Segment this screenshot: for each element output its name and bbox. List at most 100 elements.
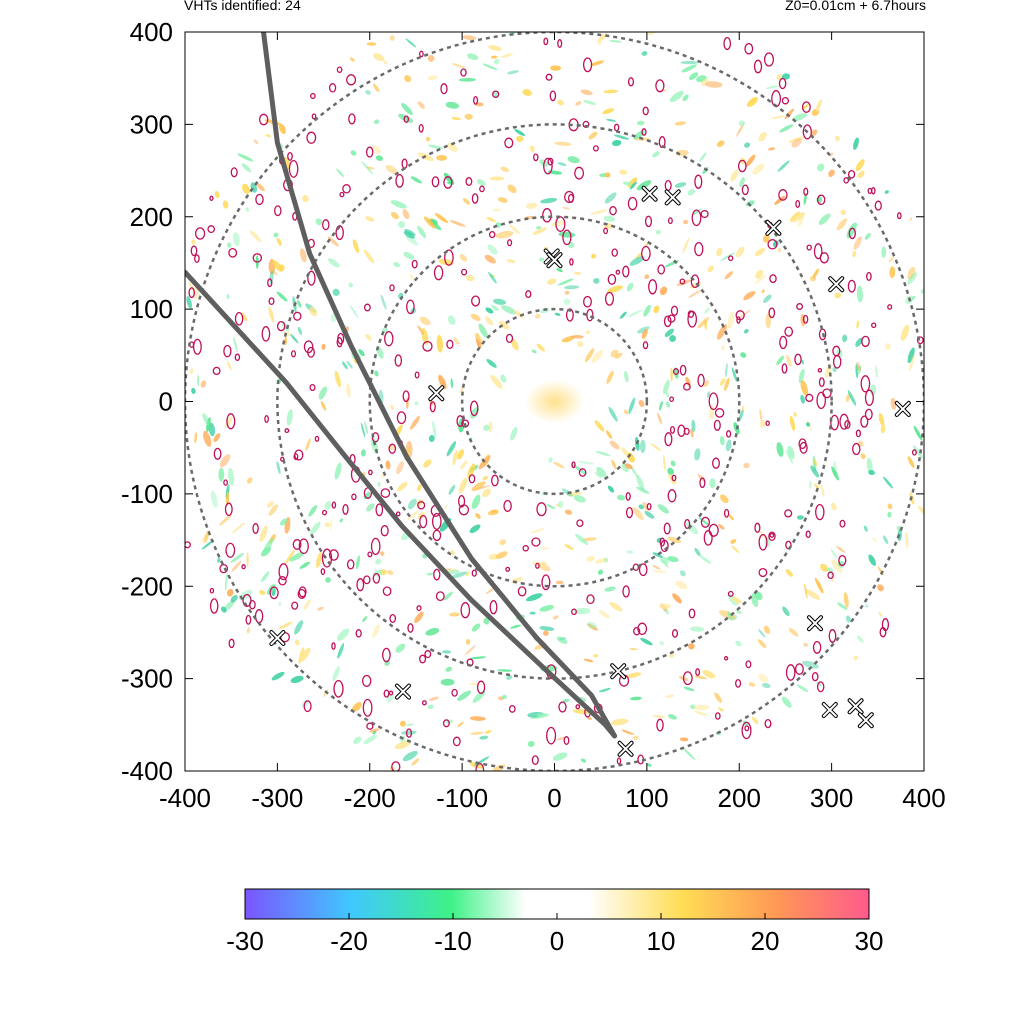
field-patch [659, 640, 665, 646]
field-patch [568, 241, 575, 249]
field-patch [498, 321, 510, 330]
contour-cell [228, 638, 235, 649]
contour-cell [335, 225, 344, 241]
contour-cell [583, 295, 592, 308]
field-patch [573, 494, 586, 503]
field-patch [673, 367, 679, 379]
contour-cell [615, 269, 621, 275]
x-tick-label: 200 [718, 783, 761, 813]
field-patch [659, 603, 671, 610]
field-patch [332, 666, 340, 682]
contour-cell [708, 523, 719, 537]
field-patch [482, 475, 488, 481]
field-patch [427, 704, 434, 710]
field-patch [658, 401, 663, 411]
field-patch [614, 352, 623, 359]
field-patch [746, 97, 758, 107]
colorbar-tick-label: 10 [647, 926, 676, 956]
field-patch [427, 75, 438, 81]
field-patch [725, 439, 732, 452]
contour-cell [642, 106, 649, 116]
field-patch [471, 494, 481, 510]
field-patch [610, 718, 629, 726]
field-patch [674, 182, 687, 188]
colorbar-tick-label: 30 [855, 926, 884, 956]
field-patch [738, 120, 745, 126]
contour-cell [557, 39, 563, 48]
field-patch [689, 72, 699, 80]
field-patch [226, 360, 232, 371]
field-patch [699, 555, 712, 564]
field-patch [590, 60, 604, 66]
contour-cell [832, 345, 841, 357]
contour-cell [728, 255, 734, 262]
field-patch [809, 480, 812, 489]
field-patch [495, 551, 508, 559]
contour-cell [801, 101, 811, 113]
contour-cell [278, 563, 289, 581]
field-patch [231, 522, 245, 534]
field-patch [881, 246, 887, 258]
field-patch [458, 77, 476, 82]
field-patch [574, 607, 591, 615]
contour-cell [843, 177, 850, 184]
field-patch [667, 556, 679, 563]
field-patch [253, 139, 259, 145]
field-patch [727, 311, 735, 329]
contour-cell [471, 295, 481, 307]
contour-cell [671, 629, 679, 638]
field-patch [868, 469, 875, 476]
contour-cell [648, 279, 658, 295]
field-patch [777, 247, 782, 253]
field-patch [478, 323, 488, 338]
contour-cell [395, 511, 401, 517]
field-patch [604, 586, 616, 592]
vht-marker [641, 185, 658, 202]
field-patch [427, 54, 435, 62]
contour-cell [348, 113, 356, 125]
field-patch [847, 390, 857, 406]
field-patch [289, 552, 305, 562]
field-patch [224, 572, 228, 591]
contour-cell [213, 447, 222, 460]
field-patch [426, 572, 434, 576]
field-patch [644, 510, 655, 519]
contour-cell [452, 736, 461, 747]
contour-cell [781, 363, 788, 374]
field-patch [409, 273, 415, 282]
field-patch [290, 675, 304, 684]
field-patch [638, 399, 645, 407]
field-patch [788, 627, 799, 637]
field-patch [276, 291, 288, 302]
field-patch [591, 253, 597, 259]
field-patch [837, 602, 848, 610]
field-patch [299, 248, 307, 263]
contour-cell [578, 468, 587, 477]
field-patch [831, 559, 843, 573]
field-patch [557, 500, 564, 508]
contour-cell [695, 668, 701, 677]
field-patch [830, 548, 838, 560]
contour-cell [311, 113, 317, 120]
y-axis: 400 300 200 100 0 -100 -200 -300 -400 [121, 17, 924, 786]
contour-cell [331, 501, 337, 509]
field-patch [666, 391, 669, 398]
field-patch [751, 716, 759, 725]
field-patch [249, 230, 262, 243]
field-patch [389, 445, 397, 450]
field-patch [466, 53, 479, 60]
contour-cell [679, 278, 686, 285]
y-tick-label: -200 [121, 571, 173, 601]
contour-cell [582, 57, 593, 73]
contour-cell [727, 590, 734, 597]
contour-cell [291, 601, 299, 610]
contour-cell [796, 303, 804, 310]
contour-cell [916, 336, 924, 345]
contour-cell [226, 413, 236, 430]
field-patch [817, 163, 825, 172]
field-patch [731, 545, 740, 554]
field-patch [438, 374, 447, 390]
contour-cell [763, 52, 775, 67]
field-patch [405, 235, 419, 246]
contour-cell [422, 340, 433, 352]
